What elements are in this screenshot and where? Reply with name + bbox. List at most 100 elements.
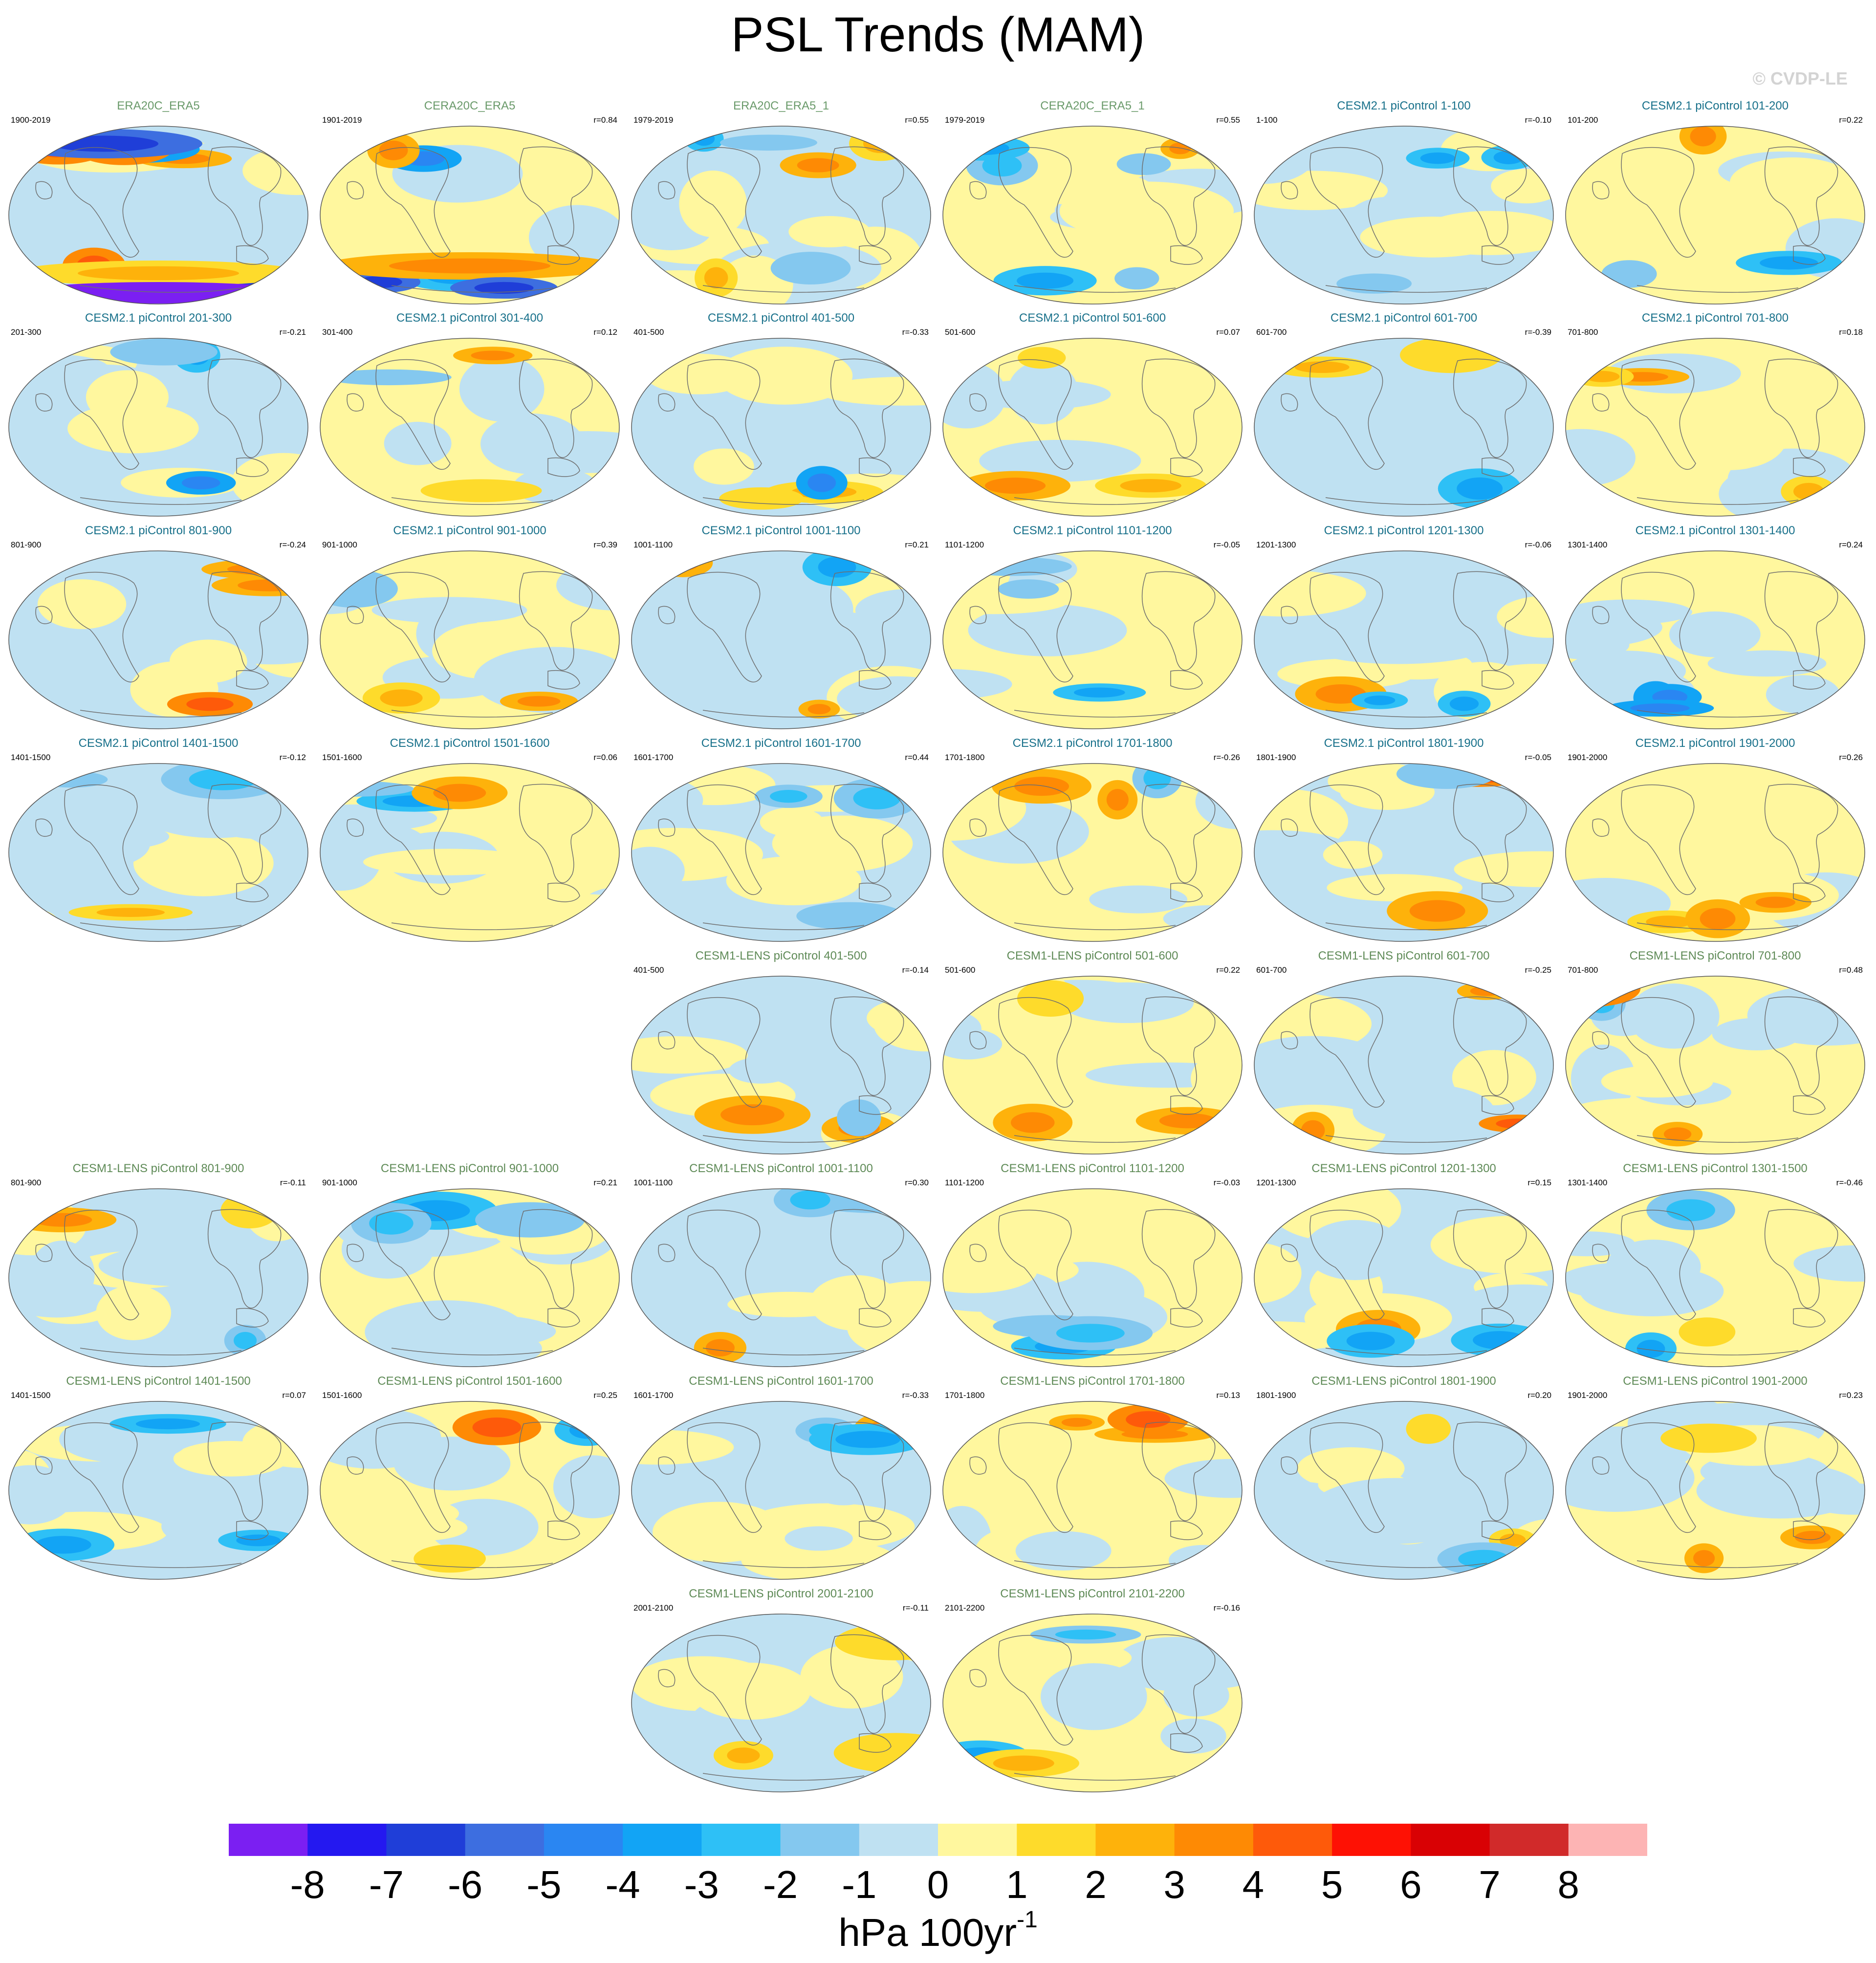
coastline xyxy=(969,146,1216,293)
map-panel: CESM2.1 piControl 1801-1900 1801-1900 r=-0… xyxy=(1252,737,1555,942)
trend-contour xyxy=(1304,1220,1406,1280)
trend-contour-core xyxy=(704,267,728,289)
trend-contour xyxy=(998,579,1059,599)
trend-contour xyxy=(665,577,754,632)
robinson-map xyxy=(631,126,931,305)
panel-title: CESM1-LENS piControl 1101-1200 xyxy=(1001,1162,1184,1175)
trend-contour-core xyxy=(1700,908,1736,930)
map-panel: CESM1-LENS piControl 1901-2000 1901-2000 r… xyxy=(1564,1375,1867,1580)
panel-title: CESM1-LENS piControl 1901-2000 xyxy=(1623,1374,1808,1388)
trend-contour xyxy=(690,1662,811,1720)
coastline xyxy=(347,784,593,930)
panel-period: 1-100 xyxy=(1256,115,1278,125)
coastline xyxy=(347,146,593,293)
trend-contour xyxy=(320,1494,459,1533)
coastline xyxy=(1592,1421,1838,1568)
trend-contour xyxy=(785,1526,853,1551)
coastline xyxy=(658,358,904,505)
trend-contour xyxy=(110,338,218,366)
colorbar-tick-label: -8 xyxy=(290,1863,325,1906)
colorbar-units-exponent: -1 xyxy=(1017,1907,1038,1933)
panel-title: CESM2.1 piControl 1401-1500 xyxy=(78,737,239,750)
panel-correlation: r=-0.46 xyxy=(1836,1178,1863,1187)
trend-contour xyxy=(1254,570,1366,617)
trend-contour xyxy=(1679,1317,1736,1347)
trend-contour-core xyxy=(1567,978,1619,999)
panel-period: 1901-2000 xyxy=(1568,1391,1608,1400)
panel-title: CESM2.1 piControl 1901-2000 xyxy=(1635,737,1795,750)
coastline xyxy=(1281,784,1527,930)
panel-period: 901-1000 xyxy=(322,1178,357,1187)
coastline xyxy=(1281,1421,1527,1568)
map-panel: CESM2.1 piControl 1201-1300 1201-1300 r=-0… xyxy=(1252,524,1555,730)
coastline xyxy=(969,571,1216,718)
robinson-map xyxy=(8,338,308,517)
map-border xyxy=(942,126,1243,305)
map-border xyxy=(1565,976,1865,1155)
panel-period: 1979-2019 xyxy=(945,115,985,125)
colorbar-tick-label: 6 xyxy=(1400,1863,1422,1906)
map-panel: CESM2.1 piControl 601-700 601-700 r=-0.39 xyxy=(1252,312,1555,517)
trend-contour xyxy=(1126,1208,1208,1244)
trend-contour xyxy=(1164,1459,1242,1498)
map-panel: CESM1-LENS piControl 1601-1700 1601-1700 r… xyxy=(630,1375,933,1580)
trend-contour xyxy=(1089,885,1188,914)
trend-contour xyxy=(400,1314,556,1349)
coastline xyxy=(1281,571,1527,718)
trend-contour xyxy=(632,1430,734,1465)
map-panel: CESM1-LENS piControl 601-700 601-700 r=-0.… xyxy=(1252,950,1555,1155)
trend-contour xyxy=(1406,1414,1451,1444)
trend-contour-core xyxy=(1017,272,1074,289)
colorbar-swatch xyxy=(623,1824,702,1856)
trend-contour xyxy=(1191,1051,1242,1106)
map-panel: CESM2.1 piControl 1001-1100 1001-1100 r=0.… xyxy=(630,524,933,730)
trend-contour-core xyxy=(1663,1127,1692,1141)
colorbar-tick-label: -6 xyxy=(448,1863,483,1906)
panel-correlation: r=0.18 xyxy=(1839,327,1863,337)
trend-contour xyxy=(384,421,452,465)
map-border xyxy=(8,338,308,517)
robinson-map xyxy=(942,126,1243,305)
trend-contour-core xyxy=(807,473,836,492)
robinson-map xyxy=(631,1188,931,1367)
panel-period: 1901-2019 xyxy=(322,115,362,125)
robinson-map xyxy=(1565,1188,1865,1367)
panel-period: 501-600 xyxy=(945,327,976,337)
colorbar-swatch xyxy=(1489,1824,1569,1856)
trend-contour xyxy=(86,370,169,425)
trend-contour-core xyxy=(1794,1530,1831,1544)
map-border xyxy=(631,338,931,517)
trend-contour xyxy=(1747,984,1865,1046)
map-border xyxy=(942,338,1243,517)
colorbar-swatch xyxy=(1568,1824,1647,1856)
map-border xyxy=(320,763,620,942)
trend-contour xyxy=(1254,830,1353,872)
trend-contour-core xyxy=(1055,1629,1116,1640)
map-border xyxy=(942,1401,1243,1580)
panel-period: 1801-1900 xyxy=(1256,1391,1296,1400)
panel-period: 101-200 xyxy=(1568,115,1598,125)
coastline xyxy=(1281,146,1527,293)
panel-correlation: r=-0.16 xyxy=(1213,1603,1240,1613)
coastline xyxy=(35,571,282,718)
trend-contour xyxy=(1116,153,1171,175)
map-border xyxy=(1565,1188,1865,1367)
colorbar-tick-label: -7 xyxy=(369,1863,404,1906)
panel-title: CESM2.1 piControl 1301-1400 xyxy=(1635,524,1795,537)
trend-contour xyxy=(414,1544,486,1573)
colorbar-units-label: hPa 100yr xyxy=(838,1911,1017,1954)
trend-contour-core xyxy=(1074,687,1125,698)
trend-contour xyxy=(849,126,912,161)
trend-contour-core xyxy=(1301,1120,1325,1141)
map-panel: CESM2.1 piControl 301-400 301-400 r=0.12 xyxy=(318,312,621,517)
trend-contour xyxy=(1803,1483,1865,1515)
trend-contour xyxy=(519,160,600,194)
trend-contour xyxy=(809,1275,903,1331)
panel-title: CESM1-LENS piControl 1001-1100 xyxy=(689,1162,873,1175)
panel-period: 1601-1700 xyxy=(633,1391,674,1400)
trend-contour xyxy=(1015,1531,1112,1570)
colorbar-swatch xyxy=(701,1824,781,1856)
trend-contour-core xyxy=(1346,1331,1395,1351)
panel-correlation: r=-0.14 xyxy=(902,965,929,975)
panel-correlation: r=0.21 xyxy=(905,540,929,549)
